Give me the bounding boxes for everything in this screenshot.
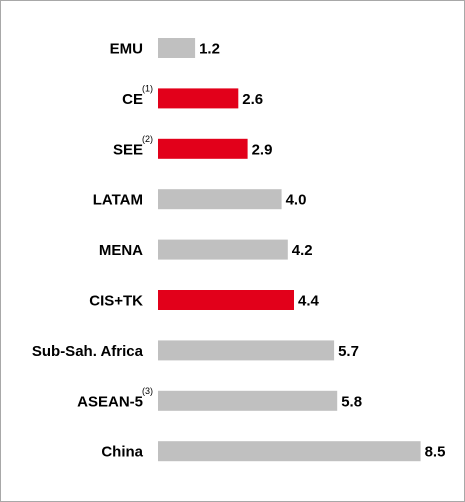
labels-group: 1.2 EMU 2.6 CE(1) 2.9 SEE(2) 4.0 LATAM 4.2 MENA 4.…: [32, 41, 446, 461]
footnote-asean-5: (3): [142, 386, 153, 396]
bar-ce: [158, 88, 239, 109]
value-label-sub-sah-africa: 5.7: [338, 343, 359, 360]
footnote-see: (2): [142, 134, 153, 144]
bar-cis-tk: [158, 290, 294, 310]
category-label-china: China: [101, 444, 143, 461]
bars-group: [158, 38, 421, 462]
category-label-emu: EMU: [110, 41, 143, 58]
bar-asean-5: [158, 390, 338, 411]
value-label-mena: 4.2: [292, 242, 313, 259]
value-label-china: 8.5: [425, 444, 446, 461]
category-label-latam: LATAM: [93, 192, 143, 209]
value-label-latam: 4.0: [286, 192, 307, 209]
bar-mena: [158, 239, 288, 260]
category-label-cis-tk: CIS+TK: [89, 293, 143, 310]
category-label-ce: CE: [122, 91, 143, 108]
bar-see: [158, 138, 248, 159]
bar-sub-sah-africa: [158, 340, 335, 361]
bar-latam: [158, 189, 282, 210]
category-label-sub-sah-africa: Sub-Sah. Africa: [32, 343, 144, 360]
bar-emu: [158, 38, 196, 58]
category-label-asean-5: ASEAN-5: [77, 393, 143, 410]
value-label-emu: 1.2: [199, 41, 220, 58]
footnote-ce: (1): [142, 83, 153, 93]
category-label-see: SEE: [113, 141, 143, 158]
value-label-see: 2.9: [252, 141, 273, 158]
category-label-mena: MENA: [99, 242, 143, 259]
value-label-cis-tk: 4.4: [298, 293, 320, 310]
value-label-asean-5: 5.8: [341, 393, 362, 410]
bar-china: [158, 441, 421, 462]
value-label-ce: 2.6: [242, 91, 263, 108]
